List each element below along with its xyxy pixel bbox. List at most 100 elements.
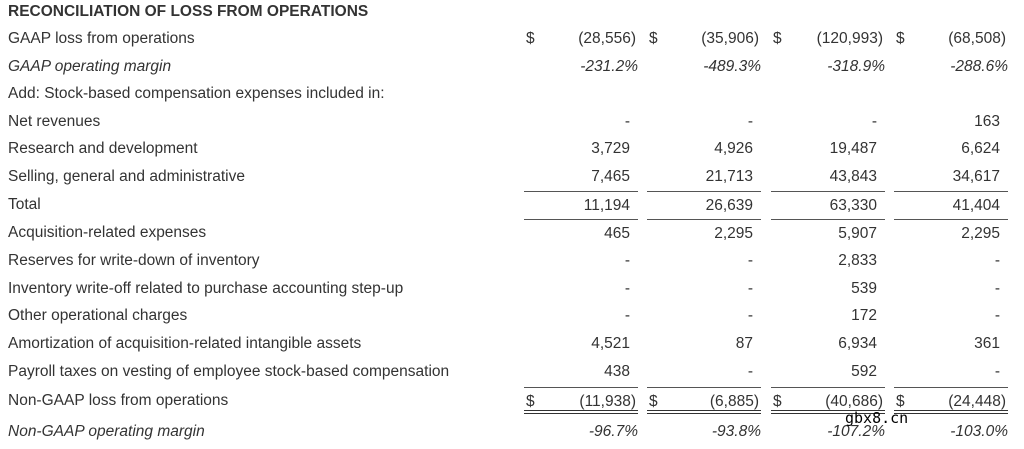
row-label: GAAP operating margin — [8, 58, 172, 75]
value-cell: 87 — [647, 330, 761, 357]
value-cell: 4,521 — [524, 330, 638, 357]
value: 592 — [851, 363, 877, 380]
value: - — [994, 307, 1000, 324]
value: 26,639 — [705, 197, 753, 214]
value-cell: 34,617 — [894, 163, 1008, 190]
value-cell: 6,624 — [894, 135, 1008, 162]
value-cell: 2,295 — [894, 219, 1008, 246]
row-label: Research and development — [8, 140, 198, 157]
currency-symbol: $ — [896, 30, 905, 47]
row-label: Other operational charges — [8, 307, 188, 324]
value: 172 — [851, 307, 877, 324]
table-row: Acquisition-related expenses 465 2,295 5,90… — [0, 219, 1024, 246]
value-cell: - — [524, 302, 638, 329]
value: -288.6% — [950, 58, 1008, 75]
value: - — [624, 280, 630, 297]
value: 7,465 — [591, 168, 630, 185]
table-row: Amortization of acquisition-related inta… — [0, 330, 1024, 357]
value-cell: 3,729 — [524, 135, 638, 162]
value-cell: - — [524, 247, 638, 274]
row-label: Non-GAAP loss from operations — [8, 392, 229, 409]
value: -96.7% — [588, 423, 638, 440]
value-cell: 172 — [771, 302, 885, 329]
value-cell: 4,926 — [647, 135, 761, 162]
value-cell: - — [647, 275, 761, 302]
value-cell: - — [647, 108, 761, 135]
value-cell: $ (6,885) — [647, 387, 761, 414]
value: -103.0% — [950, 423, 1008, 440]
value: 438 — [604, 363, 630, 380]
table-row: Other operational charges - - 172 - — [0, 302, 1024, 329]
table-row: Payroll taxes on vesting of employee sto… — [0, 358, 1024, 385]
value: -93.8% — [711, 423, 761, 440]
value-cell: - — [894, 302, 1008, 329]
value: 87 — [735, 335, 753, 352]
value-cell: - — [647, 302, 761, 329]
table-row: Non-GAAP loss from operations $ (11,938) $ (… — [0, 387, 1024, 414]
value: (68,508) — [948, 30, 1006, 47]
value-cell: 63,330 — [771, 191, 885, 218]
value-cell: - — [524, 275, 638, 302]
value: 11,194 — [583, 197, 630, 214]
value: (28,556) — [578, 30, 636, 47]
value-cell: -489.3% — [647, 53, 761, 80]
value: - — [747, 113, 753, 130]
value-cell: 361 — [894, 330, 1008, 357]
row-label: Add: Stock-based compensation expenses i… — [8, 85, 385, 102]
row-label: Total — [8, 196, 41, 213]
value-cell: 592 — [771, 358, 885, 385]
value-cell: $ (35,906) — [647, 25, 761, 52]
table-title: RECONCILIATION OF LOSS FROM OPERATIONS — [8, 3, 369, 20]
value-cell: -231.2% — [524, 53, 638, 80]
watermark: gbx8.cn — [845, 409, 909, 427]
value-cell: 11,194 — [524, 191, 638, 218]
value-cell: - — [647, 247, 761, 274]
value: -318.9% — [827, 58, 885, 75]
value: 6,624 — [961, 140, 1000, 157]
value-cell: 41,404 — [894, 191, 1008, 218]
row-label: Payroll taxes on vesting of employee sto… — [8, 363, 450, 380]
value-cell: - — [771, 108, 885, 135]
value: (35,906) — [701, 30, 759, 47]
table-row: Total 11,194 26,639 63,330 41,404 — [0, 191, 1024, 218]
row-label: Net revenues — [8, 113, 101, 130]
value-cell: -93.8% — [647, 418, 761, 445]
value: 539 — [851, 280, 877, 297]
value: - — [747, 252, 753, 269]
value-cell: $ (40,686) — [771, 387, 885, 414]
value-cell: 21,713 — [647, 163, 761, 190]
value-cell: -107.2% — [771, 418, 885, 445]
value: - — [747, 280, 753, 297]
value: -107.2% — [827, 423, 885, 440]
table-row: GAAP loss from operations $ (28,556) $ (35,9… — [0, 25, 1024, 52]
value-cell: $ (11,938) — [524, 387, 638, 414]
value-cell: 26,639 — [647, 191, 761, 218]
value-cell: 438 — [524, 358, 638, 385]
value-cell: $ (28,556) — [524, 25, 638, 52]
value: 3,729 — [591, 140, 630, 157]
table-row: Research and development 3,729 4,926 19,487… — [0, 135, 1024, 162]
value-cell: 2,295 — [647, 219, 761, 246]
table-row: Net revenues - - - 163 — [0, 108, 1024, 135]
row-label: Amortization of acquisition-related inta… — [8, 335, 362, 352]
row-label: GAAP loss from operations — [8, 30, 195, 47]
row-label: Selling, general and administrative — [8, 168, 245, 185]
table-title-row: RECONCILIATION OF LOSS FROM OPERATIONS — [0, 0, 1024, 25]
value: 63,330 — [829, 197, 877, 214]
value: 19,487 — [829, 140, 877, 157]
value-cell: 7,465 — [524, 163, 638, 190]
value-cell: 163 — [894, 108, 1008, 135]
value: - — [871, 113, 877, 130]
value: 465 — [604, 225, 630, 242]
value: (24,448) — [948, 393, 1006, 410]
row-label: Non-GAAP operating margin — [8, 423, 205, 440]
value: 41,404 — [952, 197, 1000, 214]
value: - — [624, 252, 630, 269]
currency-symbol: $ — [649, 393, 658, 410]
currency-symbol: $ — [526, 30, 535, 47]
row-label: Inventory write-off related to purchase … — [8, 280, 404, 297]
value-cell: 465 — [524, 219, 638, 246]
value: 361 — [974, 335, 1000, 352]
currency-symbol: $ — [773, 30, 782, 47]
value: 5,907 — [838, 225, 877, 242]
